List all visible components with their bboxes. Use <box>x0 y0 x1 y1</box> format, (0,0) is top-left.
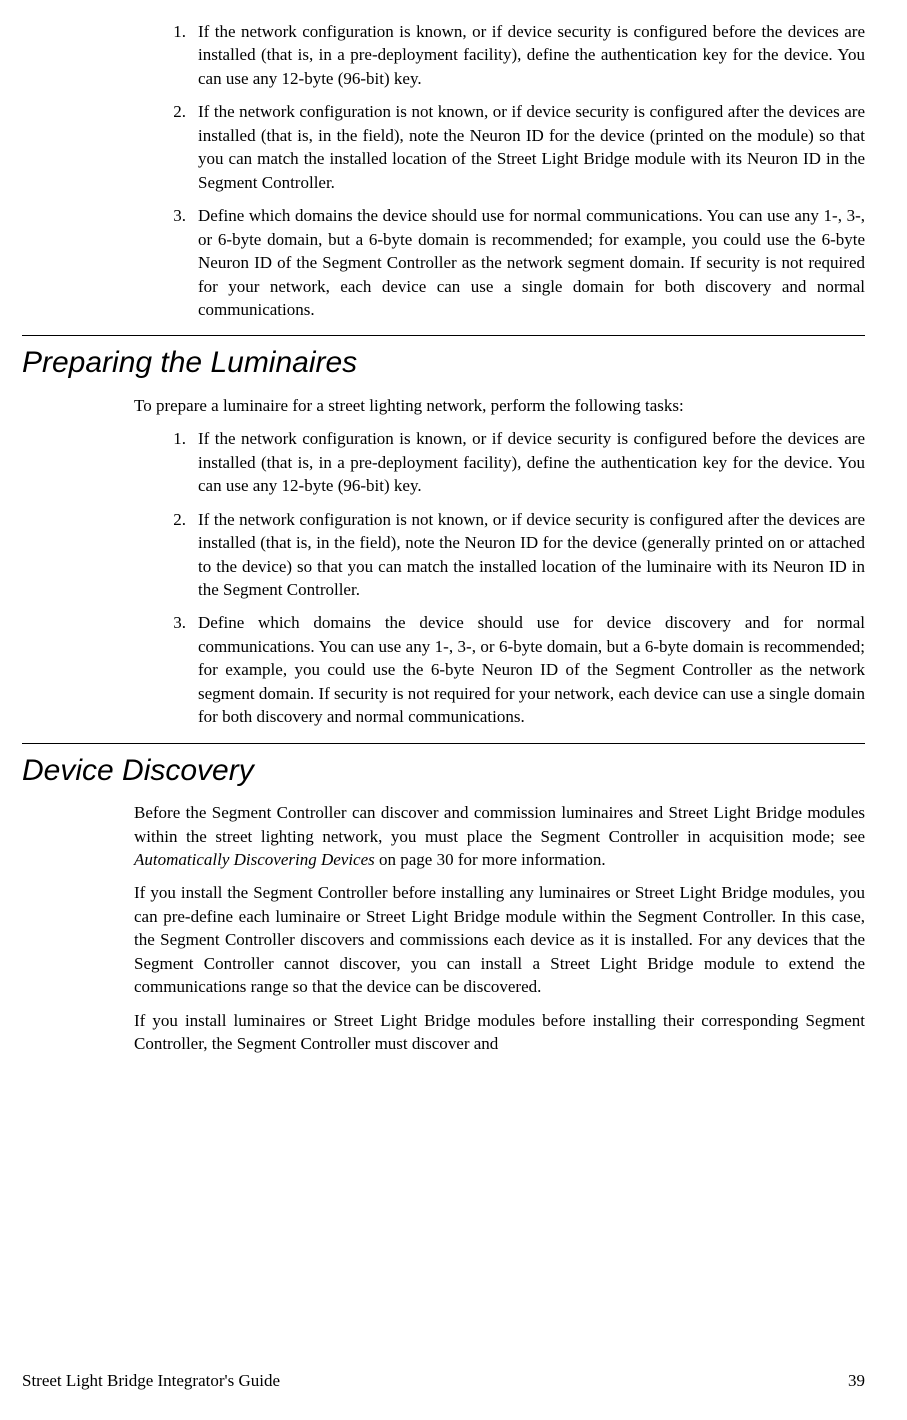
list-number: 1. <box>152 427 198 497</box>
list-number: 2. <box>152 100 198 194</box>
cross-reference: Automatically Discovering Devices <box>134 850 375 869</box>
text-run: Before the Segment Controller can discov… <box>134 803 865 845</box>
list-text: If the network configuration is known, o… <box>198 20 865 90</box>
list-number: 3. <box>152 611 198 728</box>
list-item: 3. Define which domains the device shoul… <box>152 204 865 321</box>
section-divider <box>22 335 865 336</box>
list-item: 1. If the network configuration is known… <box>152 427 865 497</box>
section-divider <box>22 743 865 744</box>
intro-paragraph: To prepare a luminaire for a street ligh… <box>134 394 865 417</box>
footer-title: Street Light Bridge Integrator's Guide <box>22 1369 280 1392</box>
body-paragraph: If you install the Segment Controller be… <box>134 881 865 998</box>
section-heading-device-discovery: Device Discovery <box>22 750 865 791</box>
list-text: Define which domains the device should u… <box>198 204 865 321</box>
list-item: 2. If the network configuration is not k… <box>152 508 865 602</box>
list-text: If the network configuration is not know… <box>198 100 865 194</box>
list-number: 1. <box>152 20 198 90</box>
page-footer: Street Light Bridge Integrator's Guide 3… <box>22 1369 865 1392</box>
list-item: 3. Define which domains the device shoul… <box>152 611 865 728</box>
list-number: 2. <box>152 508 198 602</box>
list-text: Define which domains the device should u… <box>198 611 865 728</box>
body-paragraph: If you install luminaires or Street Ligh… <box>134 1009 865 1056</box>
text-run: on page 30 for more information. <box>375 850 606 869</box>
list-item: 2. If the network configuration is not k… <box>152 100 865 194</box>
list-item: 1. If the network configuration is known… <box>152 20 865 90</box>
list-text: If the network configuration is not know… <box>198 508 865 602</box>
section-heading-preparing-luminaires: Preparing the Luminaires <box>22 342 865 383</box>
list-number: 3. <box>152 204 198 321</box>
list-text: If the network configuration is known, o… <box>198 427 865 497</box>
body-paragraph: Before the Segment Controller can discov… <box>134 801 865 871</box>
page-number: 39 <box>848 1369 865 1392</box>
